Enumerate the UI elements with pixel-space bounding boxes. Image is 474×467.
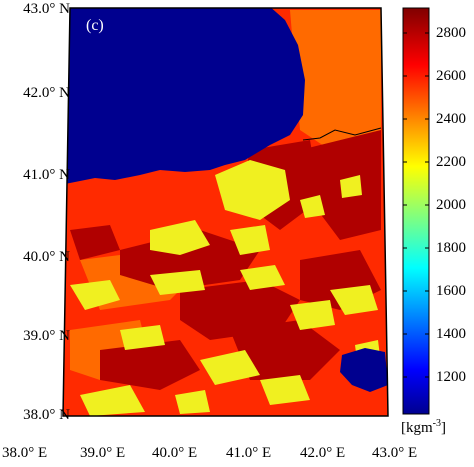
yellow-zone [260,375,310,405]
yellow-zone [340,175,362,198]
yellow-zone [175,390,210,414]
dark-red-zone [100,340,200,390]
unit-close: ] [441,420,447,436]
dark-red-zone [230,320,340,380]
colorbar-unit-label: [kgm-3] [401,418,446,437]
unit-exponent: -3 [432,418,442,429]
yellow-zone [150,220,210,255]
lon-label-39: 39.0° E [80,445,126,461]
unit-base: [kgm [401,420,433,436]
lon-label-38: 38.0° E [2,445,48,461]
colorbar-tick-label: 1600 [436,283,466,299]
colorbar-tick-label: 2400 [436,111,466,127]
colorbar-tick-label: 2000 [436,197,466,213]
panel-tag: (c) [86,17,104,34]
border-line [302,127,382,141]
colorbar [402,7,430,415]
yellow-zone [215,160,290,220]
orange-zone [290,10,381,150]
map-frame [62,7,389,417]
lon-label-40: 40.0° E [152,445,198,461]
black-sea [63,8,305,185]
yellow-zone [70,280,120,310]
dark-red-zone [70,225,120,260]
colorbar-tick-label: 1800 [436,240,466,256]
yellow-zone [80,385,145,416]
lon-label-41: 41.0° E [226,445,272,461]
lat-label-39: 39.0° N [23,328,70,344]
colorbar-tick-marks [403,32,429,378]
colorbar-tick-label: 1400 [436,326,466,342]
lat-label-38: 38.0° N [23,407,70,423]
yellow-zone [300,195,325,218]
lat-label-40: 40.0° N [23,249,70,265]
yellow-zone [200,350,260,385]
lat-label-43: 43.0° N [23,1,70,17]
yellow-zone [120,325,165,350]
yellow-zone [330,285,378,315]
lat-label-42: 42.0° N [23,85,70,101]
colorbar-tick-label: 2800 [436,25,466,41]
lon-label-43: 43.0° E [372,445,418,461]
lat-label-41: 41.0° N [23,167,70,183]
yellow-zone [230,225,270,255]
lon-label-42: 42.0° E [300,445,346,461]
colorbar-tick-label: 1200 [436,369,466,385]
yellow-zone [240,265,285,290]
yellow-zone [150,270,205,295]
lake-van [340,348,388,392]
yellow-zone [290,300,335,330]
colorbar-tick-label: 2600 [436,68,466,84]
colorbar-tick-label: 2200 [436,154,466,170]
